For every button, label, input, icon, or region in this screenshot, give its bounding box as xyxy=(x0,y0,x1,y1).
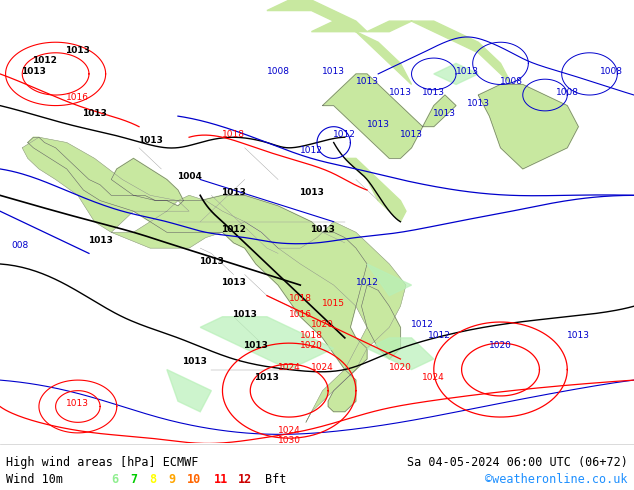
Text: 1013: 1013 xyxy=(82,109,107,118)
Text: 8: 8 xyxy=(149,473,156,486)
Text: 1024: 1024 xyxy=(311,363,334,371)
Text: Wind 10m: Wind 10m xyxy=(6,473,63,486)
Text: Sa 04-05-2024 06:00 UTC (06+72): Sa 04-05-2024 06:00 UTC (06+72) xyxy=(407,457,628,469)
Polygon shape xyxy=(367,338,434,369)
Polygon shape xyxy=(323,74,456,158)
Text: 1020: 1020 xyxy=(389,363,412,371)
Text: 1020: 1020 xyxy=(489,342,512,350)
Text: 11: 11 xyxy=(214,473,228,486)
Text: 1024: 1024 xyxy=(278,426,301,435)
Text: 1013: 1013 xyxy=(199,257,224,266)
Text: 1015: 1015 xyxy=(322,299,345,308)
Polygon shape xyxy=(434,63,478,84)
Text: 1004: 1004 xyxy=(177,172,202,181)
Polygon shape xyxy=(167,369,211,412)
Text: 1016: 1016 xyxy=(289,310,312,319)
Text: 1012: 1012 xyxy=(411,320,434,329)
Text: 1030: 1030 xyxy=(278,437,301,445)
Polygon shape xyxy=(361,285,401,359)
Text: 1018: 1018 xyxy=(300,331,323,340)
Text: 1012: 1012 xyxy=(428,331,451,340)
Text: 008: 008 xyxy=(11,241,29,250)
Text: Bft: Bft xyxy=(265,473,287,486)
Text: 1013: 1013 xyxy=(322,67,345,76)
Text: 1013: 1013 xyxy=(87,236,113,245)
Text: 1013: 1013 xyxy=(366,120,390,129)
Text: 1008: 1008 xyxy=(266,67,290,76)
Text: 1013: 1013 xyxy=(400,130,423,139)
Text: 1012: 1012 xyxy=(356,278,378,287)
Polygon shape xyxy=(367,264,411,295)
Text: 10: 10 xyxy=(187,473,201,486)
Polygon shape xyxy=(28,137,367,412)
Polygon shape xyxy=(311,21,411,84)
Text: ©weatheronline.co.uk: ©weatheronline.co.uk xyxy=(485,473,628,486)
Text: 1013: 1013 xyxy=(389,88,412,97)
Text: 1013: 1013 xyxy=(221,278,246,287)
Text: 1013: 1013 xyxy=(65,46,90,55)
Polygon shape xyxy=(345,158,406,221)
Text: 1013: 1013 xyxy=(310,225,335,234)
Text: 9: 9 xyxy=(168,473,175,486)
Text: 1012: 1012 xyxy=(221,225,246,234)
Text: 6: 6 xyxy=(111,473,118,486)
Text: 1013: 1013 xyxy=(422,88,445,97)
Text: 1008: 1008 xyxy=(500,77,523,86)
Text: 1013: 1013 xyxy=(232,310,257,319)
Text: 1013: 1013 xyxy=(67,399,89,409)
Polygon shape xyxy=(267,0,367,32)
Text: 1013: 1013 xyxy=(254,373,280,382)
Text: 1012: 1012 xyxy=(333,130,356,139)
Text: 1013: 1013 xyxy=(467,98,490,108)
Text: High wind areas [hPa] ECMWF: High wind areas [hPa] ECMWF xyxy=(6,457,198,469)
Text: 7: 7 xyxy=(130,473,137,486)
Text: 1024: 1024 xyxy=(422,373,445,382)
Text: 1020: 1020 xyxy=(311,320,334,329)
Polygon shape xyxy=(22,137,406,422)
Text: 1012: 1012 xyxy=(32,56,57,65)
Text: 1020: 1020 xyxy=(301,342,323,350)
Text: 1013: 1013 xyxy=(221,188,246,197)
Text: 1018: 1018 xyxy=(289,294,312,303)
Text: 1024: 1024 xyxy=(278,363,301,371)
Text: 1013: 1013 xyxy=(138,136,162,145)
Text: 1013: 1013 xyxy=(182,357,207,366)
Text: 1016: 1016 xyxy=(67,93,89,102)
Text: 1008: 1008 xyxy=(600,67,623,76)
Text: 1013: 1013 xyxy=(299,188,324,197)
Text: 12: 12 xyxy=(238,473,252,486)
Polygon shape xyxy=(200,317,333,369)
Text: 1013: 1013 xyxy=(356,77,378,86)
Text: 1008: 1008 xyxy=(556,88,579,97)
Text: 1013: 1013 xyxy=(456,67,479,76)
Text: 1013: 1013 xyxy=(434,109,456,118)
Polygon shape xyxy=(367,21,512,84)
Text: 1012: 1012 xyxy=(300,146,323,155)
Text: 1013: 1013 xyxy=(567,331,590,340)
Text: 1013: 1013 xyxy=(243,342,268,350)
Polygon shape xyxy=(478,84,578,169)
Text: 1013: 1013 xyxy=(21,67,46,76)
Text: 1018: 1018 xyxy=(222,130,245,139)
